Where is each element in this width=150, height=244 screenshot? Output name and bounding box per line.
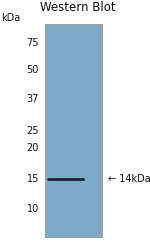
FancyBboxPatch shape (45, 24, 102, 237)
Text: 20: 20 (27, 143, 39, 152)
Text: 75: 75 (27, 38, 39, 48)
Text: Western Blot: Western Blot (40, 1, 116, 14)
Text: ← 14kDa: ← 14kDa (108, 174, 150, 184)
Text: 15: 15 (27, 174, 39, 184)
Text: kDa: kDa (2, 13, 21, 23)
Text: 37: 37 (27, 94, 39, 104)
Text: 50: 50 (27, 65, 39, 74)
Text: 10: 10 (27, 204, 39, 214)
Text: 25: 25 (27, 126, 39, 135)
